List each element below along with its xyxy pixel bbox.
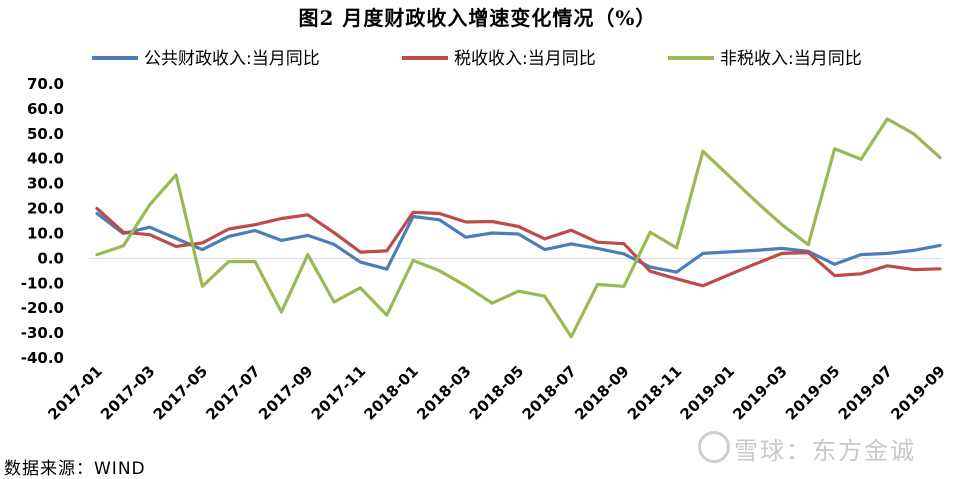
y-axis-ticks: 70.0 60.0 50.0 40.0 30.0 20.0 10.0 0.0 -10.0 -20.… — [21, 75, 64, 367]
y-tick-label: 30.0 — [27, 175, 64, 193]
chart-title: 图2 月度财政收入增速变化情况（%） — [298, 6, 657, 30]
legend-label-2: 税收收入:当月同比 — [454, 49, 596, 69]
x-axis-ticks: 2017-012017-032017-052017-072017-092017-… — [44, 362, 948, 423]
legend-label-1: 公共财政收入:当月同比 — [144, 49, 320, 69]
x-tick-label: 2017-05 — [150, 362, 211, 423]
x-tick-label: 2017-09 — [255, 362, 316, 423]
watermark-logo-icon — [698, 431, 730, 463]
x-tick-label: 2018-01 — [361, 362, 422, 423]
legend-label-3: 非税收入:当月同比 — [720, 49, 862, 69]
x-tick-label: 2017-07 — [202, 362, 263, 423]
x-tick-label: 2018-03 — [413, 362, 474, 423]
x-tick-label: 2019-07 — [835, 362, 896, 423]
y-tick-label: 70.0 — [27, 75, 64, 93]
x-tick-label: 2019-09 — [887, 362, 948, 423]
y-tick-label: -30.0 — [21, 324, 64, 342]
series-line-1 — [95, 211, 942, 274]
x-tick-label: 2018-11 — [624, 362, 685, 423]
y-tick-label: -10.0 — [21, 274, 64, 292]
x-tick-label: 2018-07 — [519, 362, 580, 423]
source-note: 数据来源：WIND — [4, 459, 146, 479]
watermark: 雪球：东方金诚 — [734, 437, 916, 465]
x-tick-label: 2019-01 — [677, 362, 738, 423]
series-line-3 — [95, 117, 942, 339]
y-tick-label: 40.0 — [27, 150, 64, 168]
series-lines — [95, 117, 942, 339]
y-tick-label: -20.0 — [21, 299, 64, 317]
x-tick-label: 2019-05 — [782, 362, 843, 423]
x-tick-label: 2019-03 — [729, 362, 790, 423]
x-tick-label: 2018-09 — [571, 362, 632, 423]
y-tick-label: -40.0 — [21, 349, 64, 367]
y-tick-label: 20.0 — [27, 200, 64, 218]
x-tick-label: 2017-03 — [97, 362, 158, 423]
y-tick-label: 60.0 — [27, 100, 64, 118]
series-line-2 — [95, 206, 942, 288]
x-tick-label: 2017-01 — [44, 362, 105, 423]
chart-legend: 公共财政收入:当月同比 税收收入:当月同比 非税收入:当月同比 — [92, 49, 862, 69]
y-tick-label: 10.0 — [27, 224, 64, 242]
y-tick-label: 50.0 — [27, 125, 64, 143]
x-tick-label: 2017-11 — [308, 362, 369, 423]
y-tick-label: 0.0 — [37, 249, 64, 267]
x-tick-label: 2018-05 — [466, 362, 527, 423]
